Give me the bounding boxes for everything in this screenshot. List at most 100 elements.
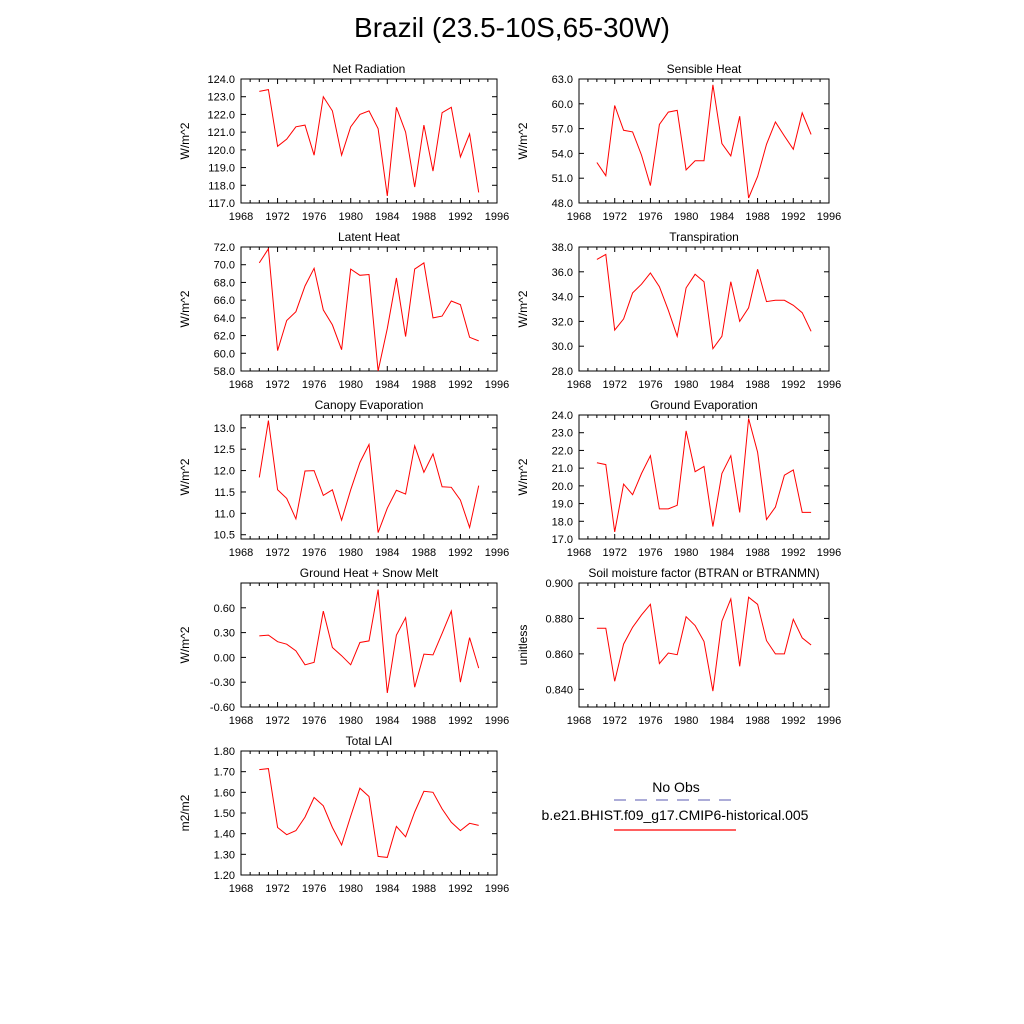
y-tick-label: 1.40 xyxy=(214,829,235,841)
data-point xyxy=(332,110,333,111)
data-point xyxy=(387,195,388,196)
data-point xyxy=(605,464,606,465)
data-point xyxy=(659,663,660,664)
data-point xyxy=(451,107,452,108)
data-point xyxy=(259,769,260,770)
data-point xyxy=(632,131,633,132)
data-point xyxy=(712,348,713,349)
x-tick-label: 1996 xyxy=(485,547,509,559)
data-point xyxy=(757,604,758,605)
x-tick-label: 1992 xyxy=(781,715,805,727)
x-tick-label: 1996 xyxy=(485,211,509,223)
data-point xyxy=(632,494,633,495)
data-point xyxy=(677,654,678,655)
data-point xyxy=(730,155,731,156)
data-point xyxy=(730,455,731,456)
data-point xyxy=(341,520,342,521)
x-tick-label: 1972 xyxy=(602,379,626,391)
data-point xyxy=(332,489,333,490)
data-point xyxy=(596,259,597,260)
series-line xyxy=(259,589,480,693)
data-point xyxy=(405,836,406,837)
x-tick-label: 1968 xyxy=(229,379,253,391)
chart-title: Net Radiation xyxy=(333,62,406,76)
data-point xyxy=(359,642,360,643)
y-tick-label: 32.0 xyxy=(552,316,573,328)
y-tick-label: 124.0 xyxy=(207,74,235,86)
data-point xyxy=(694,625,695,626)
data-point xyxy=(784,653,785,654)
x-tick-label: 1988 xyxy=(745,715,769,727)
chart-panel: Transpiration W/m^2 1968 1972 1976 1980 1984 19… xyxy=(516,230,841,391)
data-point xyxy=(650,604,651,605)
data-point xyxy=(793,149,794,150)
data-point xyxy=(632,627,633,628)
data-point xyxy=(784,135,785,136)
x-tick-label: 1984 xyxy=(710,547,734,559)
y-tick-label: 28.0 xyxy=(552,366,573,378)
y-tick-label: 12.5 xyxy=(214,444,235,456)
data-point xyxy=(712,526,713,527)
data-point xyxy=(739,321,740,322)
y-axis-label: W/m^2 xyxy=(516,122,530,159)
data-point xyxy=(748,307,749,308)
y-tick-label: 123.0 xyxy=(207,92,235,104)
data-point xyxy=(286,498,287,499)
data-point xyxy=(469,337,470,338)
data-point xyxy=(323,495,324,496)
y-tick-label: 58.0 xyxy=(214,366,235,378)
data-point xyxy=(469,527,470,528)
x-tick-label: 1992 xyxy=(448,379,472,391)
data-point xyxy=(451,300,452,301)
chart-panel: Latent Heat W/m^2 1968 1972 1976 1980 1984 1988… xyxy=(178,230,509,391)
data-point xyxy=(721,620,722,621)
data-point xyxy=(295,650,296,651)
data-point xyxy=(432,654,433,655)
x-tick-label: 1972 xyxy=(265,211,289,223)
x-tick-label: 1972 xyxy=(602,715,626,727)
data-point xyxy=(614,329,615,330)
data-point xyxy=(802,512,803,513)
data-point xyxy=(469,637,470,638)
data-point xyxy=(596,162,597,163)
data-point xyxy=(605,254,606,255)
data-point xyxy=(748,418,749,419)
data-point xyxy=(614,105,615,106)
y-tick-label: 34.0 xyxy=(552,292,573,304)
chart-title: Latent Heat xyxy=(338,230,401,244)
x-tick-label: 1988 xyxy=(745,379,769,391)
plot-frame xyxy=(240,414,498,540)
x-tick-label: 1980 xyxy=(674,547,698,559)
chart-panel: Sensible Heat W/m^2 1968 1972 1976 1980 1984 19… xyxy=(516,62,841,223)
series-line xyxy=(596,84,812,199)
x-tick-label: 1992 xyxy=(781,379,805,391)
data-point xyxy=(414,687,415,688)
data-point xyxy=(766,301,767,302)
data-point xyxy=(442,315,443,316)
y-tick-label: 0.840 xyxy=(545,684,573,696)
data-point xyxy=(350,816,351,817)
data-point xyxy=(396,277,397,278)
x-tick-label: 1980 xyxy=(674,211,698,223)
y-tick-label: 0.30 xyxy=(214,628,235,640)
chart-title: Soil moisture factor (BTRAN or BTRANMN) xyxy=(588,566,819,580)
y-tick-label: 17.0 xyxy=(552,534,573,546)
legend-model-label: b.e21.BHIST.f09_g17.CMIP6-historical.005 xyxy=(541,807,809,823)
data-point xyxy=(677,336,678,337)
x-tick-label: 1980 xyxy=(338,715,362,727)
data-point xyxy=(802,312,803,313)
y-tick-label: 20.0 xyxy=(552,481,573,493)
data-point xyxy=(451,611,452,612)
data-point xyxy=(793,619,794,620)
data-point xyxy=(277,827,278,828)
x-tick-label: 1988 xyxy=(745,211,769,223)
data-point xyxy=(432,317,433,318)
x-tick-label: 1980 xyxy=(674,379,698,391)
data-point xyxy=(405,132,406,133)
chart-title: Total LAI xyxy=(346,734,393,748)
data-point xyxy=(314,797,315,798)
y-tick-label: 24.0 xyxy=(552,410,573,422)
data-point xyxy=(259,262,260,263)
x-tick-label: 1992 xyxy=(448,211,472,223)
